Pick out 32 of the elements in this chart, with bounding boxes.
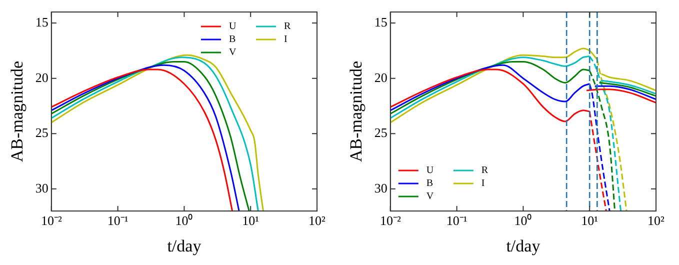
- legend-label: B: [426, 178, 434, 190]
- x-tick-label: 10²: [648, 213, 665, 228]
- y-axis-title: AB-magnitude: [346, 60, 366, 162]
- legend-label: I: [481, 178, 485, 190]
- x-tick-label: 10⁻²: [40, 213, 62, 228]
- x-tick-label: 10⁰: [514, 213, 532, 228]
- y-tick-label: 25: [374, 125, 388, 140]
- y-tick-label: 25: [35, 125, 48, 140]
- y-axis-title: AB-magnitude: [8, 60, 27, 162]
- y-tick-label: 20: [35, 70, 48, 85]
- y-tick-label: 30: [374, 180, 388, 196]
- x-tick-label: 10⁻²: [380, 213, 401, 228]
- legend-label: U: [426, 165, 434, 176]
- legend-label: U: [229, 21, 237, 32]
- x-tick-label: 10⁰: [175, 213, 194, 228]
- legend-label: R: [284, 21, 291, 32]
- legend-label: B: [229, 34, 236, 46]
- x-tick-label: 10¹: [581, 213, 598, 228]
- x-tick-label: 10⁻¹: [446, 213, 468, 228]
- y-tick-label: 20: [374, 70, 388, 85]
- legend-label: V: [426, 191, 434, 202]
- x-tick-label: 10²: [308, 213, 326, 228]
- x-axis-title: t/day: [167, 236, 202, 256]
- legend-label: R: [481, 165, 488, 176]
- legend-label: I: [284, 34, 288, 46]
- y-tick-label: 15: [35, 14, 48, 30]
- legend-label: V: [229, 47, 237, 58]
- x-axis-title: t/day: [506, 236, 541, 256]
- y-tick-label: 15: [374, 14, 388, 30]
- x-tick-label: 10¹: [242, 213, 260, 228]
- y-tick-label: 30: [35, 180, 48, 196]
- x-tick-label: 10⁻¹: [107, 213, 128, 228]
